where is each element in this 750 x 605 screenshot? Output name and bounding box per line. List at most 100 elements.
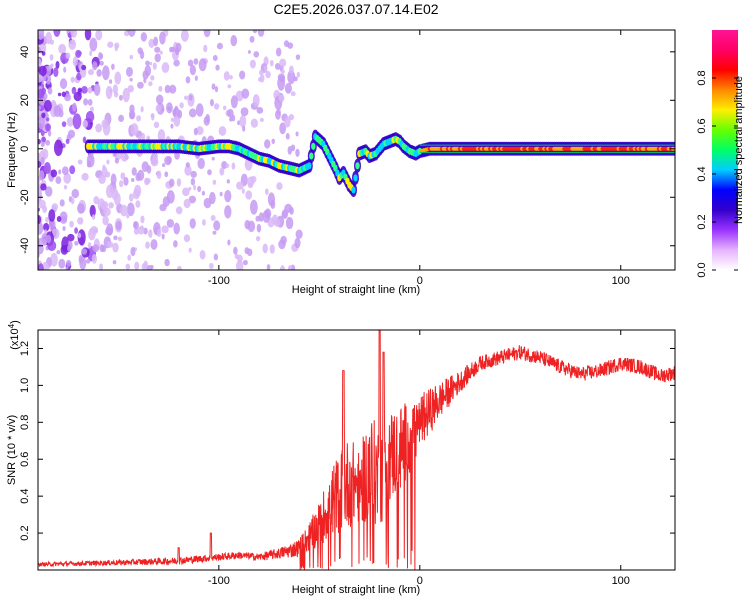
spectrogram-noise-blob	[92, 244, 100, 253]
spectrogram-noise-blob	[130, 246, 136, 257]
spectrogram-noise-blob	[85, 258, 91, 264]
spectrogram-noise-blob	[65, 52, 71, 59]
spectrogram-noise-blob	[150, 239, 158, 250]
spectrogram-noise-blob	[166, 219, 175, 228]
spectrogram-noise-blob	[158, 85, 163, 92]
spectrogram-noise-blob	[193, 58, 199, 65]
spectrogram-noise-blob	[161, 233, 165, 240]
spectrogram-noise-blob	[91, 254, 97, 264]
spectrogram-noise-blob	[40, 130, 45, 137]
spectrogram-noise-blob	[279, 265, 286, 270]
spectrogram-noise-blob	[227, 239, 231, 246]
spectrogram-noise-blob	[76, 72, 82, 81]
spectrogram-noise-blob	[93, 83, 101, 96]
spectrogram-noise-blob	[87, 242, 92, 249]
spectrogram-noise-blob	[218, 126, 227, 136]
spectrogram-noise-blob	[45, 186, 53, 197]
spectrogram-noise-blob	[119, 204, 128, 217]
chart-title: C2E5.2026.037.07.14.E02	[273, 1, 438, 17]
spectrogram-noise-blob	[249, 199, 258, 215]
spectrogram-noise-blob	[295, 148, 300, 157]
spectrogram-noise-blob	[61, 91, 66, 97]
spectrogram-noise-blob	[70, 76, 75, 83]
spectrogram-noise-blob	[181, 187, 190, 197]
spectrogram-noise-blob	[108, 202, 114, 209]
spectrogram-noise-blob	[87, 98, 93, 106]
spectrogram-noise-blob	[194, 75, 198, 81]
colorbar-ticks: 0.0 0.2 0.4 0.6 0.8	[696, 70, 738, 278]
spectrogram-noise-blob	[241, 188, 245, 194]
spectrogram-noise-blob	[274, 62, 281, 70]
spectrogram-noise-blob	[133, 221, 137, 229]
spectrogram-noise-blob	[137, 135, 142, 141]
spectrogram-noise-blob	[120, 151, 129, 162]
spectrogram-noise-blob	[203, 197, 212, 209]
spectrogram-noise-blob	[115, 220, 122, 231]
spectrogram-noise-blob	[287, 265, 293, 270]
spectrogram-noise-blob	[210, 214, 216, 221]
spectrogram-noise-blob	[252, 30, 258, 34]
spectrogram-noise-blob	[70, 197, 75, 205]
spectrogram-noise-blob	[41, 112, 46, 119]
spectrogram-noise-blob	[72, 102, 77, 112]
spectrogram-noise-blob	[258, 212, 264, 222]
spectrogram-noise-blob	[59, 199, 65, 207]
spectrogram-noise-blob	[150, 113, 155, 121]
spectrogram-noise-blob	[89, 204, 96, 218]
spectrogram-noise-blob	[81, 86, 88, 94]
spectrogram-noise-blob	[152, 62, 157, 70]
spectrogram-ridge-core	[353, 174, 358, 182]
spectrogram-noise-blob	[107, 41, 114, 48]
spectrogram-noise-blob	[262, 209, 271, 223]
colorbar-tick-label: 0.2	[696, 214, 708, 229]
spectrogram-noise-blob	[296, 71, 301, 78]
spectrogram-noise-blob	[141, 132, 146, 141]
spectrogram-noise-blob	[166, 156, 172, 164]
spectrogram-noise-blob	[257, 30, 265, 37]
spectrogram-noise-blob	[140, 32, 147, 42]
x-tick-label: -100	[208, 575, 230, 587]
spectrogram-noise-blob	[143, 260, 148, 269]
spectrogram-noise-blob	[233, 246, 238, 255]
spectrogram-noise-blob	[130, 178, 135, 182]
spectrogram-noise-blob	[184, 165, 192, 176]
spectrogram-noise-blob	[38, 244, 44, 255]
spectrogram-noise-blob	[279, 58, 287, 68]
spectrogram-noise-blob	[190, 177, 196, 186]
spectrogram-noise-blob	[226, 179, 230, 184]
spectrogram-noise-blob	[185, 76, 191, 84]
spectrogram-noise-blob	[198, 58, 207, 72]
spectrogram-x-axis-label: Height of straight line (km)	[292, 284, 420, 296]
spectrogram-noise-blob	[128, 193, 134, 202]
spectrogram-y-ticks: -40 -20 0 20 40	[19, 46, 675, 254]
spectrogram-noise-blob	[207, 169, 212, 176]
spectrogram-noise-blob	[89, 50, 93, 57]
spectrogram-noise-blob	[122, 87, 130, 103]
spectrogram-noise-blob	[65, 138, 70, 144]
spectrogram-noise-blob	[159, 50, 163, 55]
spectrogram-noise-blob	[237, 120, 241, 126]
spectrogram-noise-blob	[295, 54, 301, 60]
spectrogram-noise-blob	[101, 119, 110, 129]
spectrogram-noise-blob	[119, 94, 123, 101]
spectrogram-noise-blob	[224, 205, 232, 219]
spectrogram-noise-blob	[169, 84, 177, 94]
spectrogram-noise-blob	[229, 75, 233, 80]
spectrogram-noise-blob	[287, 70, 296, 85]
spectrogram-noise-blob	[145, 241, 150, 249]
spectrogram-y-axis-label: Frequency (Hz)	[6, 112, 18, 188]
spectrogram-noise-blob	[95, 30, 103, 41]
spectrogram-ridge-core	[355, 162, 360, 170]
spectrogram-noise-blob	[99, 244, 105, 253]
spectrogram-noise-blob	[78, 254, 84, 264]
spectrogram-noise-blob	[203, 44, 208, 53]
spectrogram-noise-blob	[188, 186, 192, 191]
spectrogram-noise-blob	[175, 42, 182, 53]
spectrogram-noise-blob	[287, 42, 294, 49]
y-tick-label: 1.0	[19, 378, 31, 393]
spectrogram-noise-blob	[262, 243, 268, 254]
spectrogram-noise-blob	[47, 240, 57, 252]
spectrogram-noise-blob	[72, 56, 78, 67]
spectrogram-noise-blob	[275, 109, 281, 120]
spectrogram-noise-blob	[38, 160, 42, 168]
